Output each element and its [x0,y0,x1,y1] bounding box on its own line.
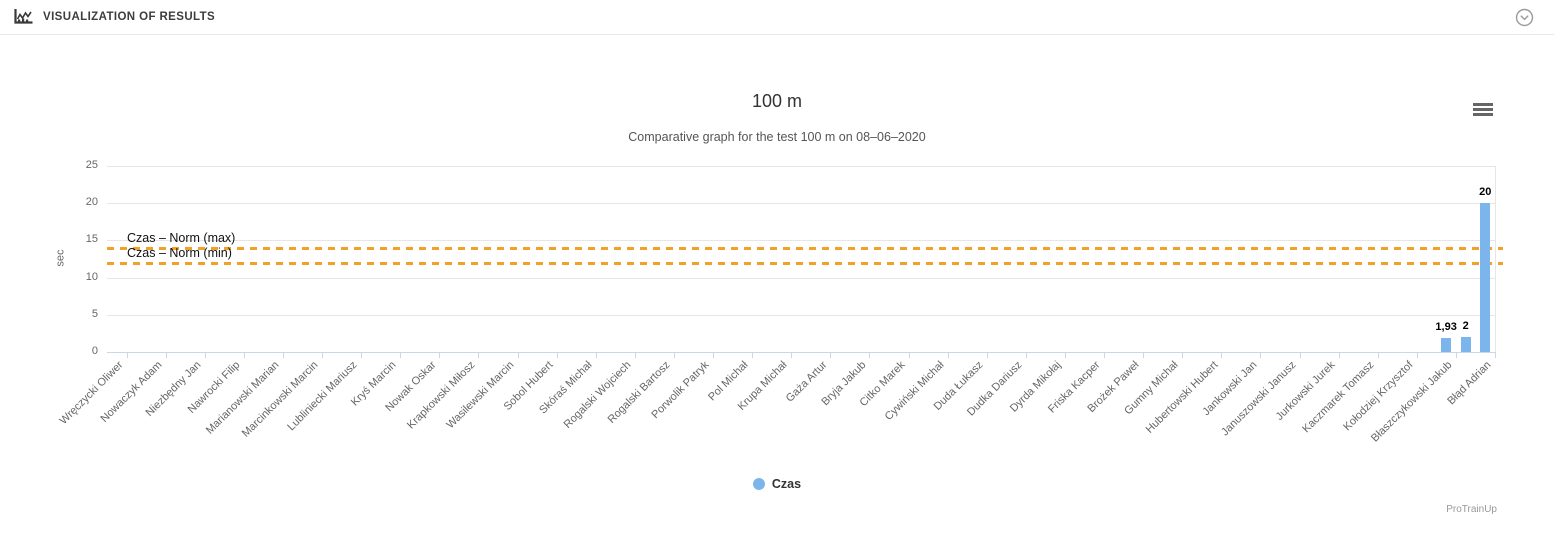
plot-right-edge [1495,166,1496,352]
bar-value-label: 1,93 [1435,320,1457,333]
legend-label: Czas [771,477,802,491]
chevron-down-circle-icon [1515,8,1534,30]
x-tick [400,352,402,358]
collapse-button[interactable] [1515,8,1534,27]
x-tick [1455,352,1457,358]
x-tick [1416,352,1418,358]
bar[interactable] [1460,337,1471,352]
x-tick [1338,352,1340,358]
hamburger-icon [1473,102,1495,116]
x-tick [1495,352,1496,358]
bar[interactable] [1480,203,1491,352]
y-gridline [107,166,1496,167]
panel-header: VISUALIZATION OF RESULTS [0,0,1554,35]
x-tick [634,352,636,358]
x-tick [1221,352,1223,358]
x-tick [556,352,558,358]
y-axis-label: 10 [85,270,98,283]
y-axis-label: 15 [85,233,98,246]
legend-marker-icon [752,478,765,490]
y-gridline [107,314,1496,316]
x-tick [595,352,597,358]
x-tick [752,352,754,358]
y-axis-label: 0 [91,345,98,357]
x-tick [1025,352,1027,358]
x-tick [361,352,363,358]
x-tick [1260,352,1262,358]
x-tick [869,352,871,358]
y-gridline [107,240,1496,242]
bar[interactable] [1441,337,1452,352]
x-tick [1064,352,1066,358]
y-gridline [107,203,1496,205]
x-tick [791,352,793,358]
x-tick [986,352,988,358]
bar-value-label: 2 [1462,320,1469,333]
x-tick [947,352,949,358]
chart-title: 100 m [751,91,803,111]
x-tick [830,352,832,358]
x-tick [1104,352,1105,358]
x-tick [439,352,441,358]
chart-export-menu-button[interactable] [1470,97,1498,121]
y-gridline [107,277,1496,279]
x-tick [126,352,128,358]
norm-plot-line [107,246,1503,250]
norm-plot-line-label: Czas – Norm (max) [127,230,236,245]
y-axis-label: 25 [85,159,98,171]
x-tick [1299,352,1301,358]
bar-value-label: 20 [1479,186,1492,199]
x-tick [282,352,284,358]
x-tick [673,352,675,358]
x-tick [1143,352,1145,358]
y-gridline [107,352,1496,353]
x-tick [478,352,480,358]
y-axis-label: 5 [91,307,98,320]
x-tick [243,352,245,358]
legend-item-czas[interactable]: Czas [752,477,802,491]
x-tick [713,352,715,358]
x-tick [517,352,519,358]
x-tick [165,352,167,358]
credits-link[interactable]: ProTrainUp [1446,504,1497,515]
x-tick [1377,352,1379,358]
norm-plot-line-label: Czas – Norm (min) [127,245,232,260]
x-tick [908,352,910,358]
x-tick [1182,352,1184,358]
y-axis-title: sec [54,249,67,267]
y-axis-label: 20 [85,196,98,209]
x-tick [204,352,206,358]
panel-title: VISUALIZATION OF RESULTS [43,11,216,23]
chart-subtitle: Comparative graph for the test 100 m on … [628,130,926,144]
legend: Czas [0,477,1554,491]
x-tick [322,352,324,358]
norm-plot-line [107,261,1503,265]
chart-icon [14,9,33,25]
